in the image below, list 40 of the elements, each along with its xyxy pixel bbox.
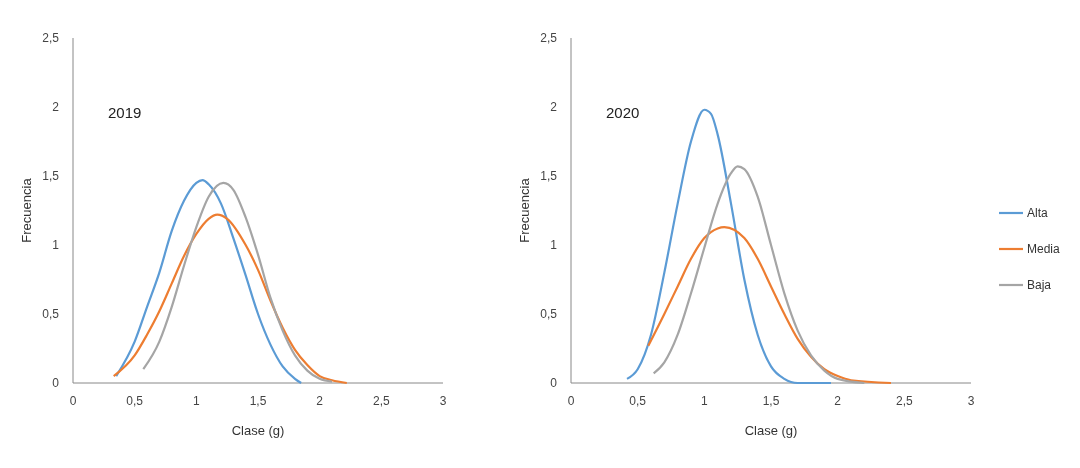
x-tick-label: 3 bbox=[967, 394, 975, 408]
annotation: 2020 bbox=[606, 104, 640, 121]
x-tick-label: 2 bbox=[316, 394, 324, 408]
y-tick-label: 2 bbox=[550, 100, 558, 115]
legend-label: Media bbox=[1027, 242, 1061, 257]
line-series bbox=[647, 225, 893, 385]
x-tick-label: 1,5 bbox=[762, 394, 780, 408]
y-tick-label: 1,5 bbox=[42, 169, 60, 184]
y-tick-label: 1 bbox=[550, 238, 558, 253]
line-series bbox=[115, 179, 303, 385]
line-series bbox=[112, 213, 348, 385]
x-tick-label: 3 bbox=[439, 394, 447, 408]
x-tick-label: 2 bbox=[834, 394, 842, 408]
x-axis-title: Clase (g) bbox=[231, 423, 285, 438]
x-tick-label: 0 bbox=[567, 394, 575, 408]
x-tick-label: 0,5 bbox=[126, 394, 144, 408]
x-tick-label: 2,5 bbox=[895, 394, 913, 408]
y-tick-label: 0 bbox=[550, 376, 558, 391]
x-tick-label: 0 bbox=[69, 394, 77, 408]
line-series bbox=[142, 181, 334, 383]
y-tick-label: 2,5 bbox=[540, 31, 558, 46]
y-tick-label: 2,5 bbox=[42, 31, 60, 46]
y-tick-label: 0 bbox=[52, 376, 60, 391]
y-tick-label: 0,5 bbox=[42, 307, 60, 322]
x-tick-label: 0,5 bbox=[629, 394, 647, 408]
y-axis-title: Frecuencia bbox=[19, 177, 34, 243]
line-series bbox=[652, 165, 866, 385]
y-tick-label: 1 bbox=[52, 238, 60, 253]
x-axis-title: Clase (g) bbox=[744, 423, 798, 438]
y-tick-label: 2 bbox=[52, 100, 60, 115]
annotation: 2019 bbox=[108, 104, 142, 121]
y-tick-label: 0,5 bbox=[540, 307, 558, 322]
x-tick-label: 1 bbox=[192, 394, 200, 408]
x-tick-label: 1 bbox=[700, 394, 708, 408]
y-axis-title: Frecuencia bbox=[517, 177, 532, 243]
legend-label: Baja bbox=[1027, 278, 1052, 293]
x-tick-label: 1,5 bbox=[249, 394, 267, 408]
x-tick-label: 2,5 bbox=[372, 394, 390, 408]
legend-label: Alta bbox=[1027, 206, 1048, 221]
y-tick-label: 1,5 bbox=[540, 169, 558, 184]
